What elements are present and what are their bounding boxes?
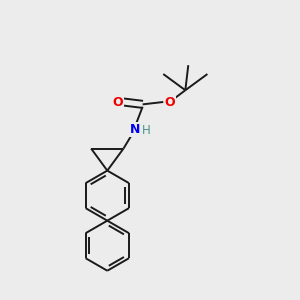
Text: O: O	[164, 95, 175, 109]
Text: H: H	[142, 124, 151, 137]
Text: N: N	[130, 123, 140, 136]
Text: O: O	[112, 95, 123, 109]
